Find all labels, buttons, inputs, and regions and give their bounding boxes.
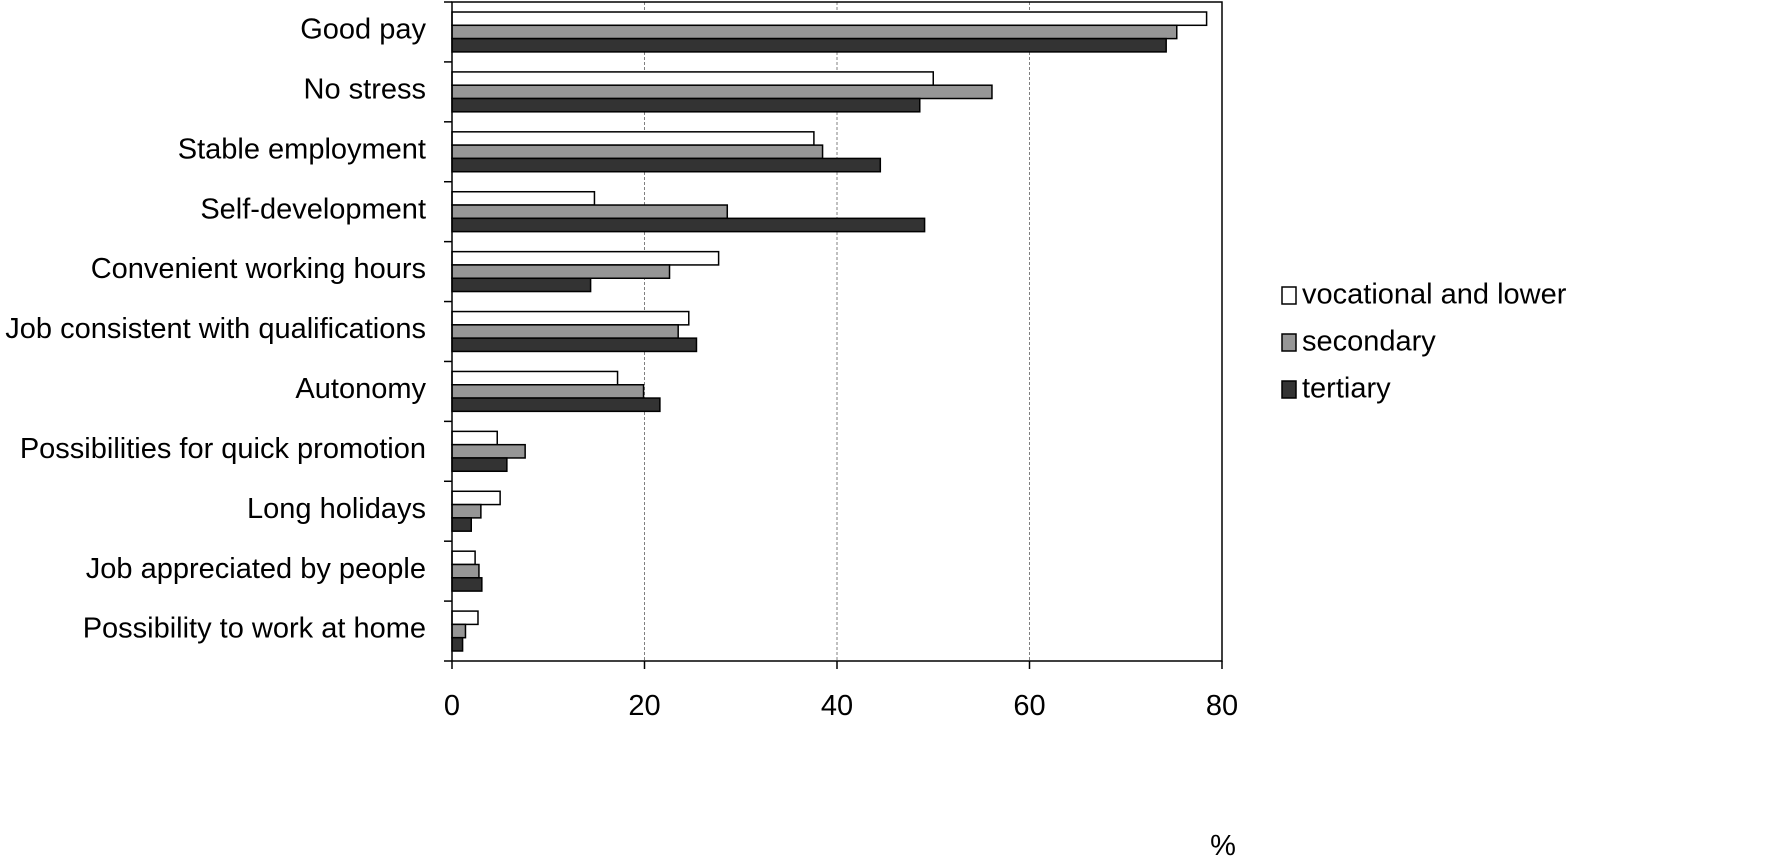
bar-secondary: [451, 144, 824, 160]
bar-vocational-and-lower: [451, 610, 479, 626]
bar-vocational-and-lower: [451, 550, 476, 566]
category-label: Job consistent with qualifications: [5, 313, 426, 345]
bar-secondary: [451, 443, 526, 459]
legend-swatch: [1281, 333, 1297, 352]
bar-secondary: [451, 503, 482, 519]
bar-tertiary: [451, 457, 508, 473]
axes: [444, 1, 1223, 669]
bar-secondary: [451, 204, 729, 220]
bar-vocational-and-lower: [451, 370, 619, 386]
x-tick-label: 0: [444, 690, 460, 722]
bar-secondary: [451, 384, 645, 399]
bar-tertiary: [451, 636, 464, 652]
category-label: Autonomy: [295, 373, 426, 405]
bar-vocational-and-lower: [451, 310, 690, 326]
x-tick-label: 40: [821, 690, 853, 722]
category-label: Good pay: [300, 14, 426, 46]
legend-entry-label: secondary: [1302, 326, 1436, 358]
category-label: Long holidays: [247, 493, 426, 525]
category-label: Convenient working hours: [91, 253, 426, 285]
x-tick-label: 20: [628, 690, 660, 722]
bar-vocational-and-lower: [451, 490, 501, 506]
bar-vocational-and-lower: [451, 71, 934, 86]
legend-entry-label: vocational and lower: [1302, 279, 1567, 311]
bar-vocational-and-lower: [451, 430, 498, 446]
category-label: Possibility to work at home: [83, 613, 426, 645]
x-tick-labels: 0 20 40 60 80: [444, 690, 1238, 722]
bar-secondary: [451, 24, 1178, 40]
category-label: Possibilities for quick promotion: [20, 433, 426, 465]
category-labels: Good pay No stress Stable employment Self-d…: [5, 14, 426, 645]
bar-tertiary: [451, 97, 921, 113]
bar-secondary: [451, 623, 467, 639]
bar-tertiary: [451, 517, 472, 532]
bar-vocational-and-lower: [451, 131, 815, 146]
bar-tertiary: [451, 217, 926, 233]
category-label: No stress: [304, 74, 426, 106]
x-axis-unit-label: %: [1210, 830, 1236, 859]
bar-vocational-and-lower: [451, 190, 596, 206]
bar-secondary: [451, 264, 671, 279]
bar-tertiary: [451, 337, 698, 353]
legend-swatch: [1281, 286, 1297, 305]
bars: [451, 11, 1208, 652]
x-tick-label: 60: [1013, 690, 1045, 722]
bar-tertiary: [451, 577, 483, 592]
bar-tertiary: [451, 397, 661, 413]
bar-secondary: [451, 324, 679, 339]
bar-vocational-and-lower: [451, 11, 1208, 27]
bar-vocational-and-lower: [451, 250, 720, 266]
category-label: Job appreciated by people: [86, 553, 426, 585]
x-tick-label: 80: [1206, 690, 1238, 722]
bar-secondary: [451, 84, 993, 100]
legend-entry-label: tertiary: [1302, 373, 1391, 405]
bar-secondary: [451, 563, 480, 579]
bar-tertiary: [451, 37, 1167, 53]
legend-swatch: [1281, 380, 1297, 399]
category-label: Stable employment: [178, 133, 426, 165]
category-label: Self-development: [200, 193, 426, 225]
bar-tertiary: [451, 157, 882, 173]
bar-tertiary: [451, 277, 592, 293]
legend: vocational and lower secondary tertiary: [1281, 279, 1567, 405]
